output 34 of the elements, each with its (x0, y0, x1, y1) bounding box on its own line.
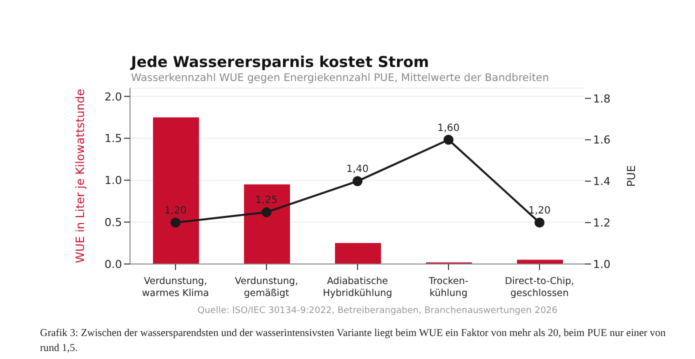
y2-axis-title: PUE (624, 165, 638, 187)
point (444, 134, 454, 145)
point (170, 218, 180, 228)
point (262, 207, 272, 218)
y2-tick-label: 1.2 (593, 216, 610, 230)
y-axis-title: WUE in Liter je Kilowattstunde (73, 88, 88, 264)
data-label: 1,40 (346, 164, 369, 176)
chart-subtitle: Wasserkennzahl WUE gegen Energiekennzahl PUE, Mittelwerte der Bandbreiten (131, 72, 550, 84)
y-tick-label: 1.0 (104, 174, 122, 188)
data-label: 1,20 (528, 206, 551, 217)
bar (244, 184, 290, 264)
chart-title: Jede Wasserersparnis kostet Strom (131, 53, 430, 71)
data-label: 1,25 (255, 195, 278, 206)
x-tick-label: Trocken- kühlung (428, 276, 468, 299)
y2-tick-label: 1.6 (593, 134, 610, 147)
source-note: Quelle: ISO/IEC 30134-9:2022, Betreiberangaben, Branchenauswertungen 2026 (196, 306, 558, 316)
point (352, 176, 362, 186)
y-tick-label: 0.0 (104, 258, 122, 271)
y2-tick-label: 1.4 (593, 175, 610, 188)
y2-tick-label: 1.0 (593, 258, 610, 271)
y-tick-label: 2.0 (104, 90, 122, 104)
data-label: 1,20 (164, 206, 187, 217)
x-tick-label: Direct-to-Chip, geschlossen (504, 276, 574, 299)
y-tick-label: 0.5 (104, 216, 122, 229)
bar (335, 243, 381, 264)
text: Grafik 3: Zwischen der wassersparendsten und der wasserintensivsten Variante liegt beim WUE ein Faktor von mehr als 20, beim PUE nur einer von rund 1,5. (40, 327, 667, 356)
bar (153, 117, 199, 264)
y2-tick-label: 1.8 (593, 92, 610, 106)
x-tick-label: Verdunstung, gemäßigt (234, 276, 298, 299)
x-tick-label: Adiabatische Hybridkühlung (322, 276, 392, 299)
point (534, 218, 544, 228)
x-tick-label: Verdunstung, warmes Klima (142, 276, 209, 299)
y-tick-label: 1.5 (104, 132, 122, 146)
data-label: 1,60 (437, 122, 460, 134)
